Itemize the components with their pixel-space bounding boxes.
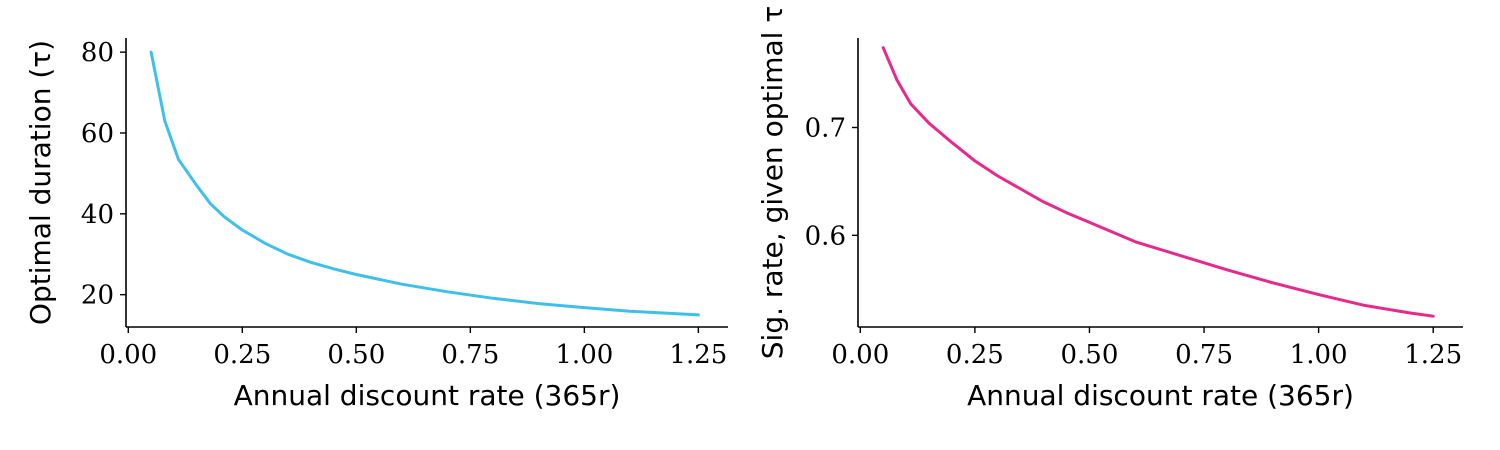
y-tick-label: 80 — [81, 38, 114, 68]
x-tick-label: 0.25 — [213, 340, 271, 370]
right-panel-sig-rate: 0.00 0.25 0.50 0.75 1.00 1.25 0.6 0.7 Annual dis… — [756, 6, 1463, 412]
series-line — [149, 50, 700, 317]
y-tick-label: 0.7 — [805, 114, 846, 144]
x-tick-label: 1.00 — [555, 340, 613, 370]
y-tick-label: 40 — [81, 200, 114, 230]
y-tick-label: 20 — [81, 281, 114, 311]
series-line — [881, 46, 1435, 318]
x-tick-label: 1.00 — [1290, 340, 1348, 370]
x-tick-label: 0.50 — [327, 340, 385, 370]
x-tick-label: 0.00 — [99, 340, 157, 370]
x-tick-label: 0.25 — [946, 340, 1004, 370]
x-tick-label: 1.25 — [669, 340, 727, 370]
y-tick-label: 60 — [81, 119, 114, 149]
x-tick-label: 1.25 — [1404, 340, 1462, 370]
y-tick-label: 0.6 — [805, 221, 846, 251]
x-axis-label: Annual discount rate (365r) — [234, 379, 621, 412]
y-axis-label: Optimal duration (τ) — [24, 40, 57, 325]
x-axis-label: Annual discount rate (365r) — [967, 379, 1354, 412]
x-tick-label: 0.75 — [1175, 340, 1233, 370]
x-tick-label: 0.50 — [1061, 340, 1119, 370]
x-tick-label: 0.75 — [441, 340, 499, 370]
y-axis-label: Sig. rate, given optimal τ — [756, 6, 789, 359]
left-panel-duration: 0.00 0.25 0.50 0.75 1.00 1.25 20 40 60 80 Annual d… — [24, 38, 728, 412]
x-tick-label: 0.00 — [831, 340, 889, 370]
